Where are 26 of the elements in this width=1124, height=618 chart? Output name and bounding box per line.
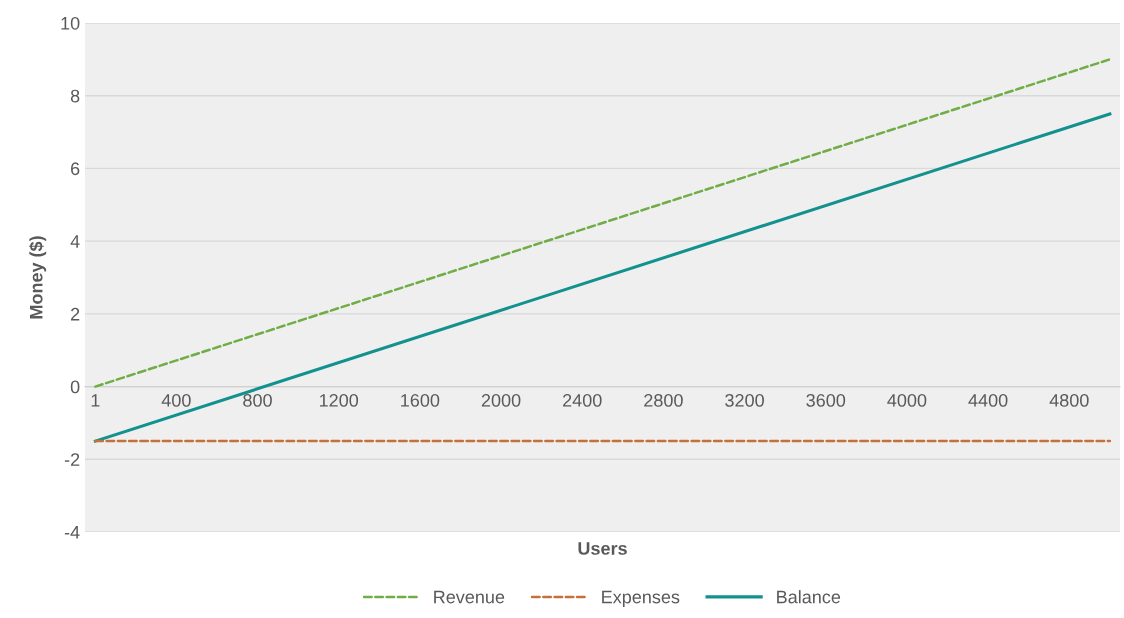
x-tick-label: 2800 — [644, 393, 683, 407]
x-tick-label: 3200 — [725, 393, 764, 407]
x-tick-label: 3600 — [806, 393, 846, 407]
legend-label: Expenses — [602, 590, 680, 607]
x-tick-label: 4400 — [968, 393, 1008, 407]
y-tick-label: 4 — [70, 235, 80, 248]
x-tick-label: 400 — [161, 393, 191, 407]
x-tick-label: 2400 — [563, 393, 602, 407]
y-tick-label: 8 — [70, 89, 80, 103]
x-tick-label: 1 — [91, 394, 100, 407]
x-tick-label: 4800 — [1049, 393, 1089, 407]
x-tick-label: 800 — [243, 393, 272, 407]
y-tick-label: 2 — [71, 307, 80, 321]
legend-label: Balance — [777, 590, 841, 604]
y-tick-label: 10 — [61, 16, 80, 30]
x-tick-label: 1200 — [319, 393, 359, 407]
y-tick-label: -4 — [64, 526, 80, 539]
x-tick-label: 1600 — [401, 393, 440, 407]
y-tick-label: 6 — [71, 162, 80, 176]
x-axis-title: Users — [578, 542, 627, 555]
x-tick-label: 4000 — [887, 393, 927, 407]
x-tick-label: 2000 — [481, 393, 521, 407]
y-axis-title: Money ($) — [29, 236, 47, 319]
y-tick-label: 0 — [70, 380, 80, 394]
legend-label: Revenue — [434, 590, 505, 604]
y-tick-label: -2 — [64, 453, 80, 466]
